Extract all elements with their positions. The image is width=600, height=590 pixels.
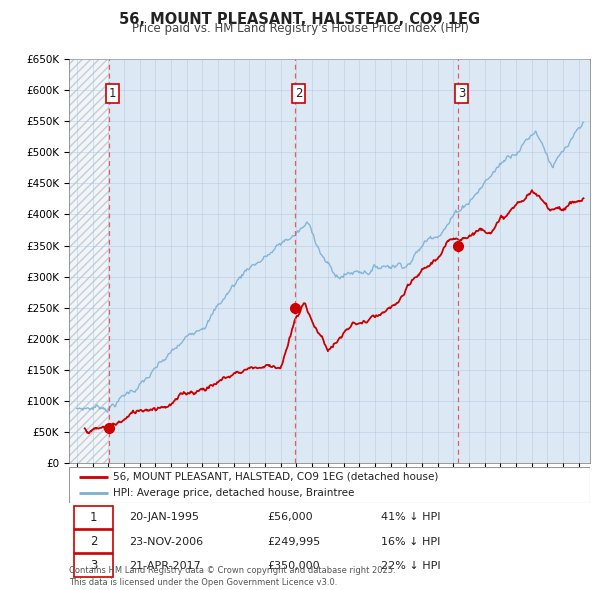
- Text: 41% ↓ HPI: 41% ↓ HPI: [382, 513, 441, 523]
- Text: 56, MOUNT PLEASANT, HALSTEAD, CO9 1EG (detached house): 56, MOUNT PLEASANT, HALSTEAD, CO9 1EG (d…: [113, 472, 439, 482]
- FancyBboxPatch shape: [69, 467, 590, 503]
- Text: £350,000: £350,000: [267, 560, 320, 571]
- Text: 2: 2: [295, 87, 302, 100]
- FancyBboxPatch shape: [74, 530, 113, 553]
- Text: 3: 3: [458, 87, 466, 100]
- Text: 23-NOV-2006: 23-NOV-2006: [129, 537, 203, 546]
- Text: 3: 3: [90, 559, 97, 572]
- Text: 2: 2: [90, 535, 97, 548]
- Text: 16% ↓ HPI: 16% ↓ HPI: [382, 537, 441, 546]
- Text: Contains HM Land Registry data © Crown copyright and database right 2025.
This d: Contains HM Land Registry data © Crown c…: [69, 566, 395, 587]
- FancyBboxPatch shape: [74, 506, 113, 529]
- Text: Price paid vs. HM Land Registry's House Price Index (HPI): Price paid vs. HM Land Registry's House …: [131, 22, 469, 35]
- Text: £249,995: £249,995: [267, 537, 320, 546]
- Text: 22% ↓ HPI: 22% ↓ HPI: [382, 560, 441, 571]
- Text: 1: 1: [109, 87, 116, 100]
- Text: HPI: Average price, detached house, Braintree: HPI: Average price, detached house, Brai…: [113, 488, 355, 498]
- Text: 21-APR-2017: 21-APR-2017: [129, 560, 200, 571]
- Text: 1: 1: [90, 511, 97, 524]
- Text: £56,000: £56,000: [267, 513, 313, 523]
- Text: 20-JAN-1995: 20-JAN-1995: [129, 513, 199, 523]
- Bar: [69, 59, 109, 463]
- FancyBboxPatch shape: [74, 555, 113, 577]
- Text: 56, MOUNT PLEASANT, HALSTEAD, CO9 1EG: 56, MOUNT PLEASANT, HALSTEAD, CO9 1EG: [119, 12, 481, 27]
